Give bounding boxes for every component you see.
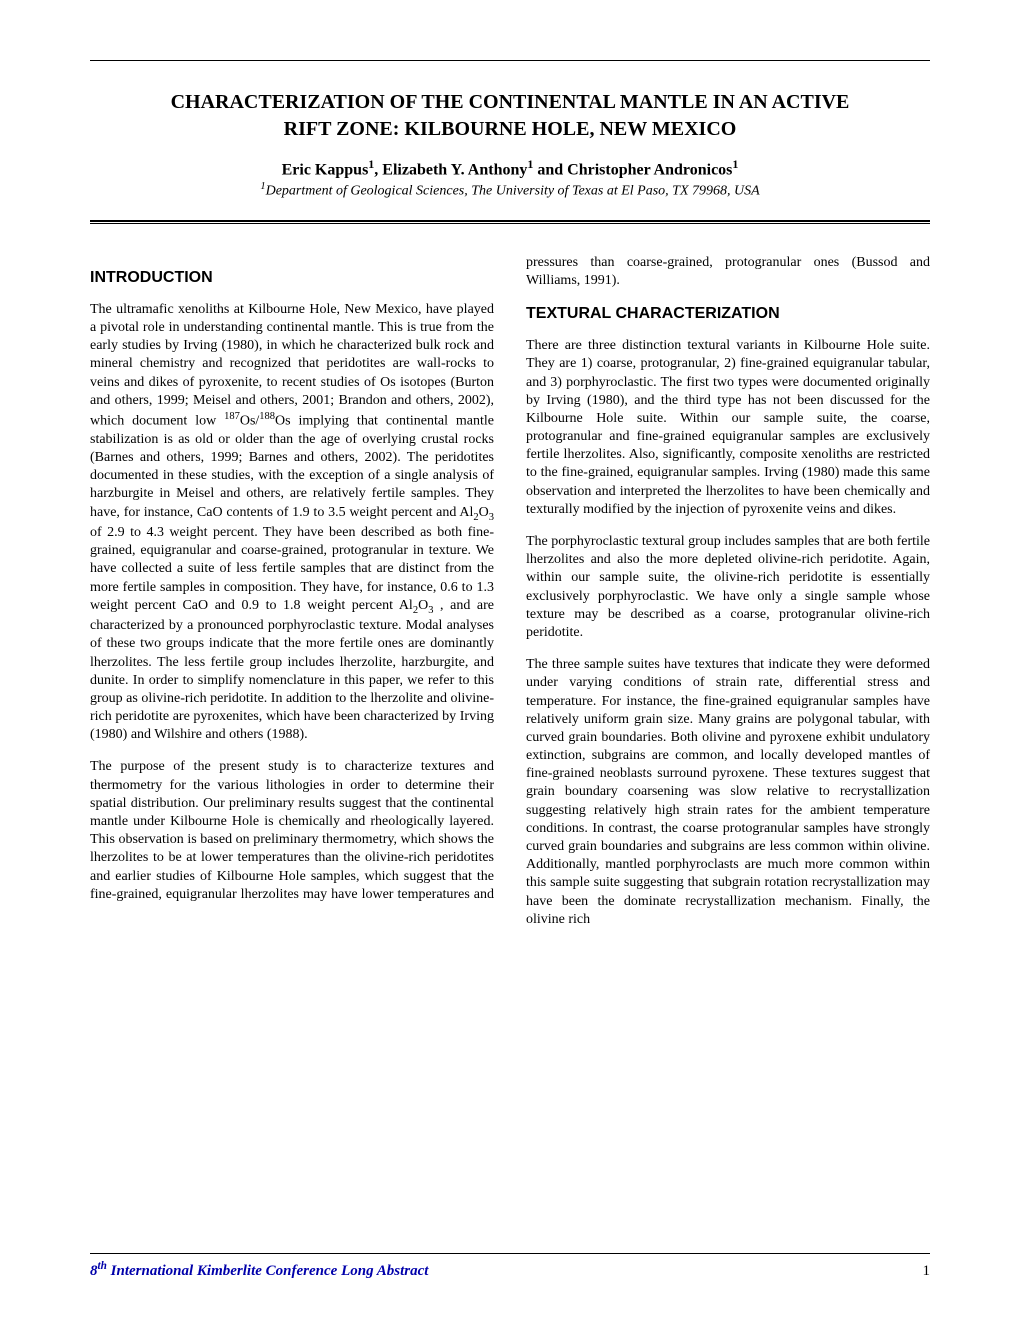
body-columns: INTRODUCTION The ultramafic xenoliths at… bbox=[90, 254, 930, 929]
authors-line: Eric Kappus1, Elizabeth Y. Anthony1 and … bbox=[90, 157, 930, 179]
page-footer: 8th International Kimberlite Conference … bbox=[90, 1253, 930, 1280]
page-number: 1 bbox=[923, 1263, 931, 1280]
paper-title-line2: RIFT ZONE: KILBOURNE HOLE, NEW MEXICO bbox=[90, 118, 930, 141]
footer-rule bbox=[90, 1253, 930, 1254]
header-double-rule bbox=[90, 220, 930, 224]
affiliation-line: 1Department of Geological Sciences, The … bbox=[90, 181, 930, 200]
top-rule bbox=[90, 60, 930, 61]
intro-paragraph-1: The ultramafic xenoliths at Kilbourne Ho… bbox=[90, 301, 494, 745]
textural-paragraph-3: The three sample suites have textures th… bbox=[526, 656, 930, 929]
textural-paragraph-1: There are three distinction textural var… bbox=[526, 337, 930, 519]
textural-paragraph-2: The porphyroclastic textural group inclu… bbox=[526, 533, 930, 642]
textural-heading: TEXTURAL CHARACTERIZATION bbox=[526, 304, 930, 325]
paper-title-line1: CHARACTERIZATION OF THE CONTINENTAL MANT… bbox=[90, 91, 930, 114]
introduction-heading: INTRODUCTION bbox=[90, 268, 494, 289]
footer-conference-text: 8th International Kimberlite Conference … bbox=[90, 1260, 428, 1280]
